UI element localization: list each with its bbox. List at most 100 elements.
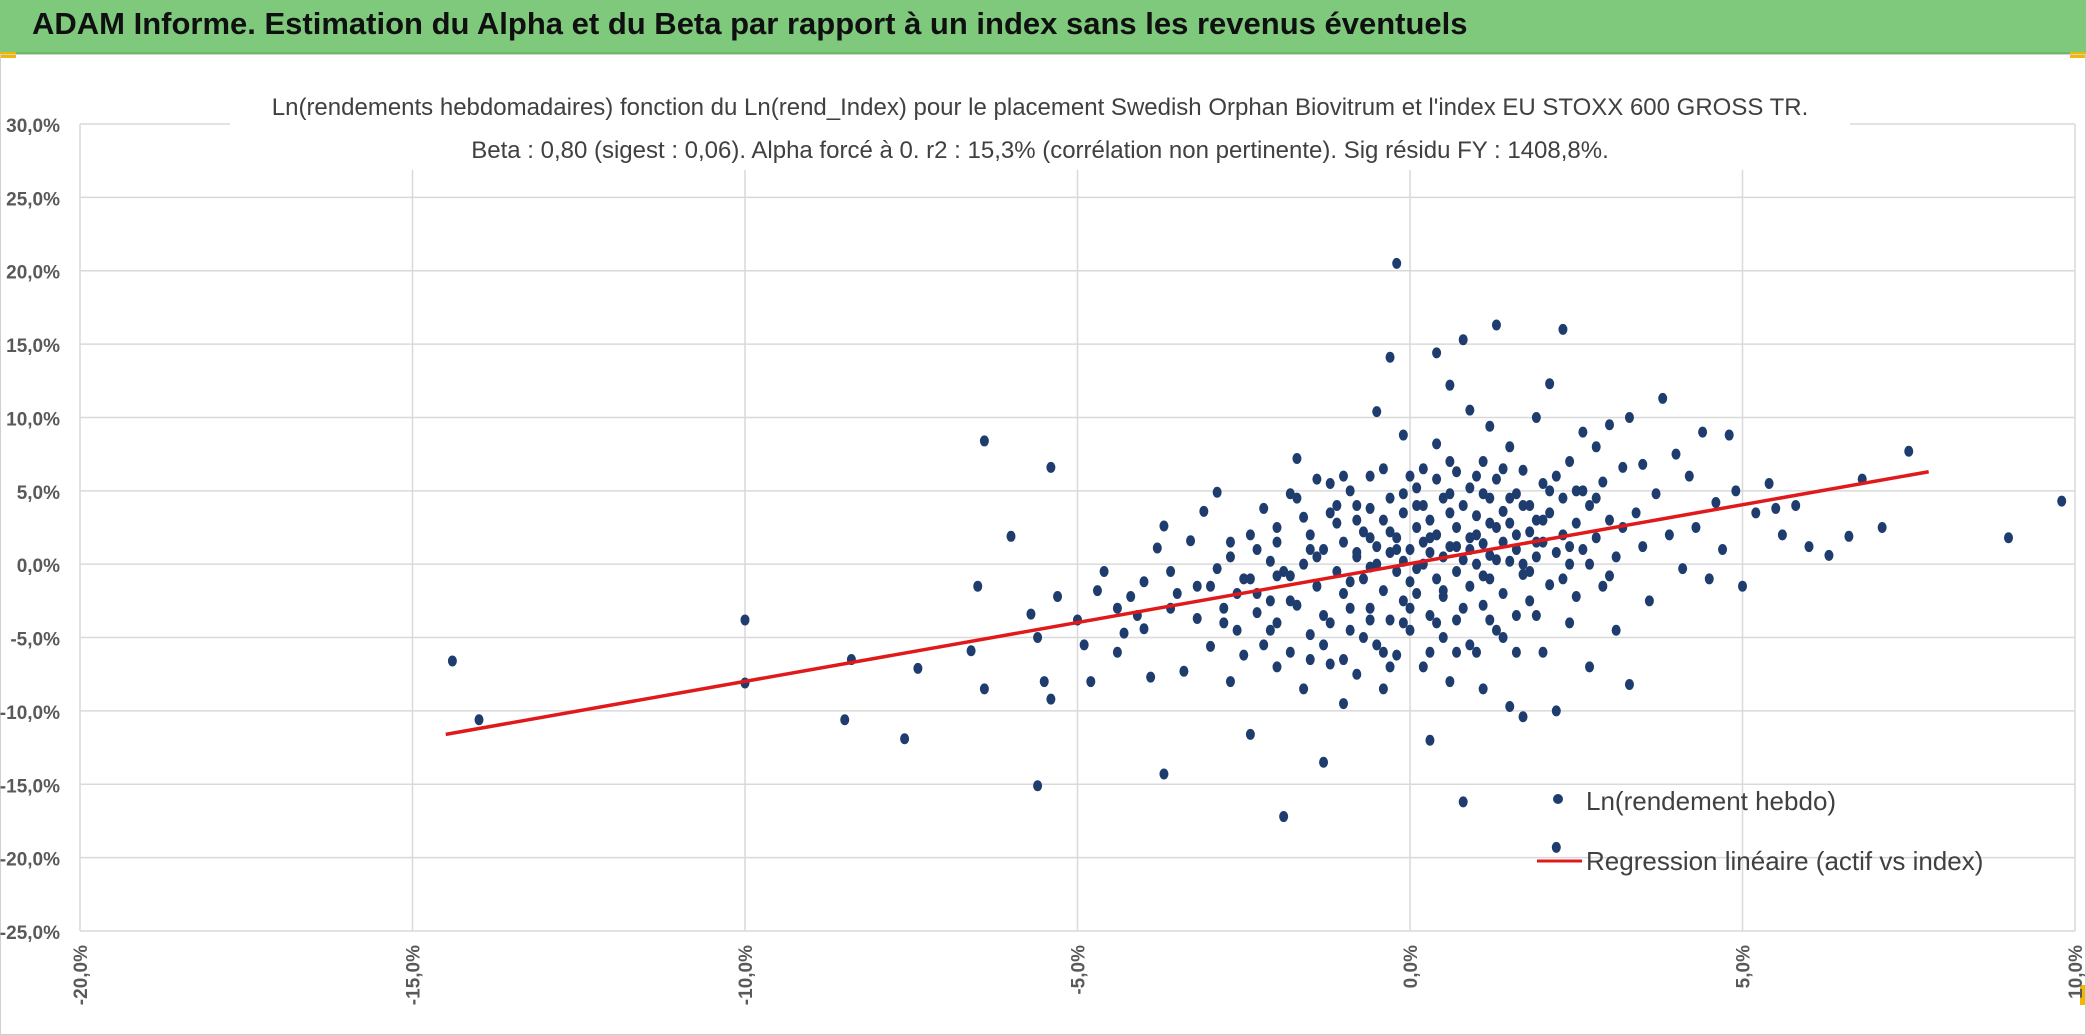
data-point [1372,558,1382,570]
data-point [1358,632,1368,644]
data-point [1219,602,1229,614]
data-point [979,683,989,695]
data-point [1079,639,1089,651]
data-point [1777,529,1787,541]
y-tick-label: -25,0% [0,923,60,944]
data-point [1305,529,1315,541]
y-tick-label: 30,0% [6,116,60,137]
data-point [1491,473,1501,485]
data-point [1538,646,1548,658]
data-point [1319,610,1329,622]
data-point [1259,502,1269,514]
data-point [1565,558,1575,570]
data-point [1305,544,1315,556]
legend-scatter-marker [1553,794,1563,804]
data-point [1458,796,1468,808]
data-point [1425,514,1435,526]
data-point [1565,541,1575,553]
data-point [1631,507,1641,519]
data-point [1438,585,1448,597]
data-point [1372,639,1382,651]
data-point [1605,570,1614,582]
data-point [1491,522,1501,533]
data-point [1139,623,1149,635]
data-point [1505,517,1515,529]
data-point [1511,646,1521,658]
data-point [900,733,910,745]
data-point [1824,549,1834,561]
y-tick-label: 25,0% [6,189,60,210]
data-point [1352,499,1362,511]
data-point [1491,624,1501,636]
data-point [1432,473,1442,485]
x-tick-label: -5,0% [1069,945,1090,995]
data-point [1325,658,1335,670]
data-point [1598,580,1608,592]
data-point [1491,554,1501,566]
data-point [913,662,923,674]
data-point [1525,566,1535,578]
data-point [1531,514,1541,526]
data-point [1305,629,1315,641]
data-point [1591,492,1601,504]
data-point [2004,532,2013,544]
data-point [1518,711,1528,723]
data-point [1472,646,1481,658]
data-point [1538,514,1548,526]
data-point [1398,429,1408,441]
data-point [1438,492,1448,504]
data-point [1678,563,1688,575]
data-point [1704,573,1714,585]
data-point [1478,538,1488,550]
data-point [1485,614,1495,626]
data-point [1099,566,1109,578]
data-point [1112,646,1122,658]
data-point [1452,614,1462,626]
data-point [1711,497,1721,509]
data-point [1698,426,1708,438]
data-point [1432,573,1442,585]
data-point [1365,532,1375,544]
data-point [1452,466,1462,478]
data-point [1445,541,1455,553]
y-tick-label: -5,0% [10,630,60,651]
data-point [1458,602,1468,614]
data-point [1458,554,1468,566]
data-point [1751,507,1761,519]
data-point [1186,535,1196,547]
data-point [1531,551,1541,563]
report-title: ADAM Informe. Estimation du Alpha et du … [32,6,1468,41]
data-point [1392,544,1402,556]
y-tick-label: 0,0% [17,556,60,577]
y-tick-label: 20,0% [6,263,60,284]
data-point [1452,541,1462,553]
data-point [1385,614,1395,626]
data-point [1325,617,1335,629]
data-point [1611,551,1621,563]
data-point [1272,536,1282,548]
data-point [1325,507,1335,519]
data-point [1638,541,1648,553]
data-point [1578,544,1588,556]
data-point [1498,536,1508,548]
data-point [2057,495,2067,507]
data-point [1478,488,1488,500]
data-point [1465,404,1475,416]
data-point [1398,595,1408,607]
corner-marker-top-left [0,52,16,58]
data-point [1565,455,1575,467]
data-point [1432,347,1442,359]
data-point [1265,595,1275,607]
data-point [1339,470,1348,482]
data-point [474,714,484,726]
data-point [1358,526,1368,538]
data-point [1146,671,1156,683]
data-point [1152,542,1162,554]
data-point [1385,661,1395,673]
data-point [840,714,850,726]
data-point [1006,530,1016,542]
data-point [1432,617,1442,629]
data-point [1225,551,1235,563]
data-point [1545,579,1555,591]
data-point [973,580,983,592]
